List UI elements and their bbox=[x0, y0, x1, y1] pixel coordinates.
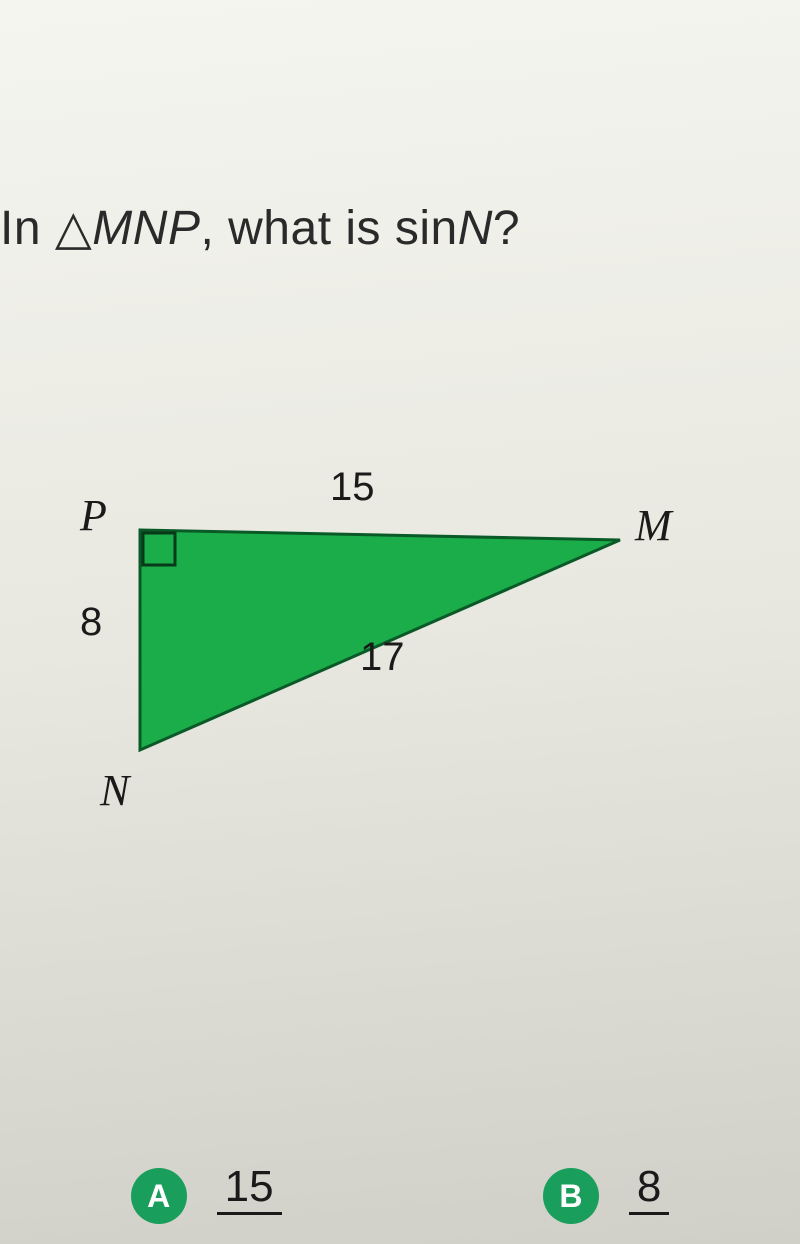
vertex-P: P bbox=[80, 490, 107, 541]
option-B[interactable]: B 8 bbox=[543, 1158, 669, 1224]
option-B-fraction: 8 bbox=[629, 1162, 669, 1215]
vertex-M: M bbox=[635, 500, 672, 551]
side-NM-label: 17 bbox=[360, 635, 405, 680]
option-A-fraction: 15 bbox=[217, 1162, 282, 1215]
option-B-numerator: 8 bbox=[629, 1162, 669, 1215]
question-text: In △MNP, what is sinN? bbox=[0, 200, 520, 256]
question-middle: , what is sin bbox=[200, 202, 457, 255]
answer-options: A 15 B 8 bbox=[0, 1158, 800, 1224]
question-suffix: ? bbox=[493, 202, 520, 255]
option-A[interactable]: A 15 bbox=[131, 1158, 282, 1224]
triangle-symbol: △ bbox=[55, 202, 92, 255]
side-PN-label: 8 bbox=[80, 600, 102, 645]
option-B-badge: B bbox=[543, 1168, 599, 1224]
triangle-name: MNP bbox=[92, 202, 200, 255]
vertex-N: N bbox=[100, 765, 129, 816]
option-A-value: 15 bbox=[217, 1158, 282, 1215]
side-PM-label: 15 bbox=[330, 465, 375, 510]
option-A-badge: A bbox=[131, 1168, 187, 1224]
question-angle: N bbox=[458, 202, 493, 255]
question-prefix: In bbox=[0, 202, 55, 255]
triangle-diagram: P M N 15 8 17 bbox=[60, 470, 680, 870]
option-B-value: 8 bbox=[629, 1158, 669, 1215]
option-A-numerator: 15 bbox=[217, 1162, 282, 1215]
